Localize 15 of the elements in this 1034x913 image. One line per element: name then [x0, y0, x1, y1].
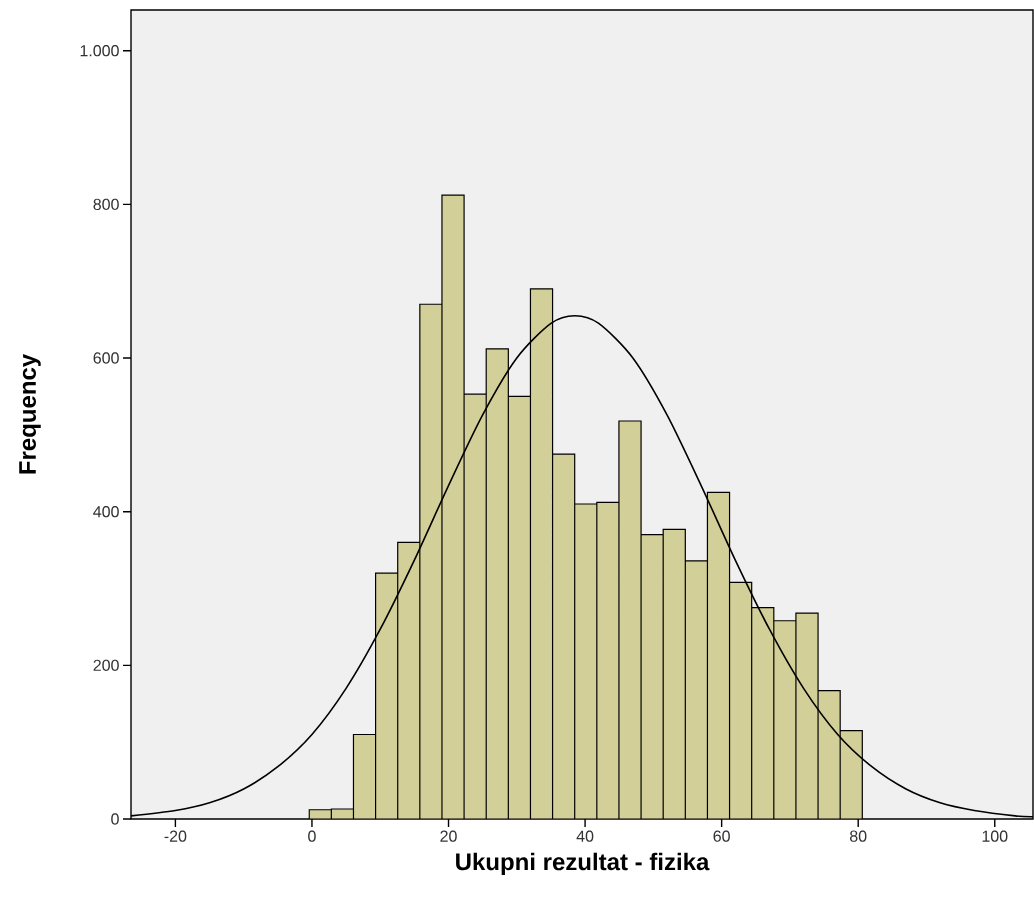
y-tick-label: 0 — [111, 813, 119, 825]
x-tick-label: 20 — [440, 830, 457, 842]
x-tick-label: 0 — [308, 830, 316, 842]
y-tick-label: 400 — [93, 506, 119, 518]
x-tick-label: 60 — [713, 830, 730, 842]
x-tick-label: 40 — [576, 830, 594, 842]
x-axis-title: Ukupni rezultat - fizika — [456, 852, 710, 876]
y-tick-label: 200 — [93, 659, 119, 671]
y-tick-label: 1.000 — [80, 45, 119, 57]
y-tick-label: 600 — [93, 352, 119, 364]
x-tick-label: 80 — [849, 830, 867, 842]
x-tick-label: 100 — [982, 830, 1008, 842]
y-tick-label: 800 — [93, 198, 119, 211]
x-tick-label: -20 — [164, 830, 187, 842]
y-axis-title: Frequency — [19, 353, 41, 474]
